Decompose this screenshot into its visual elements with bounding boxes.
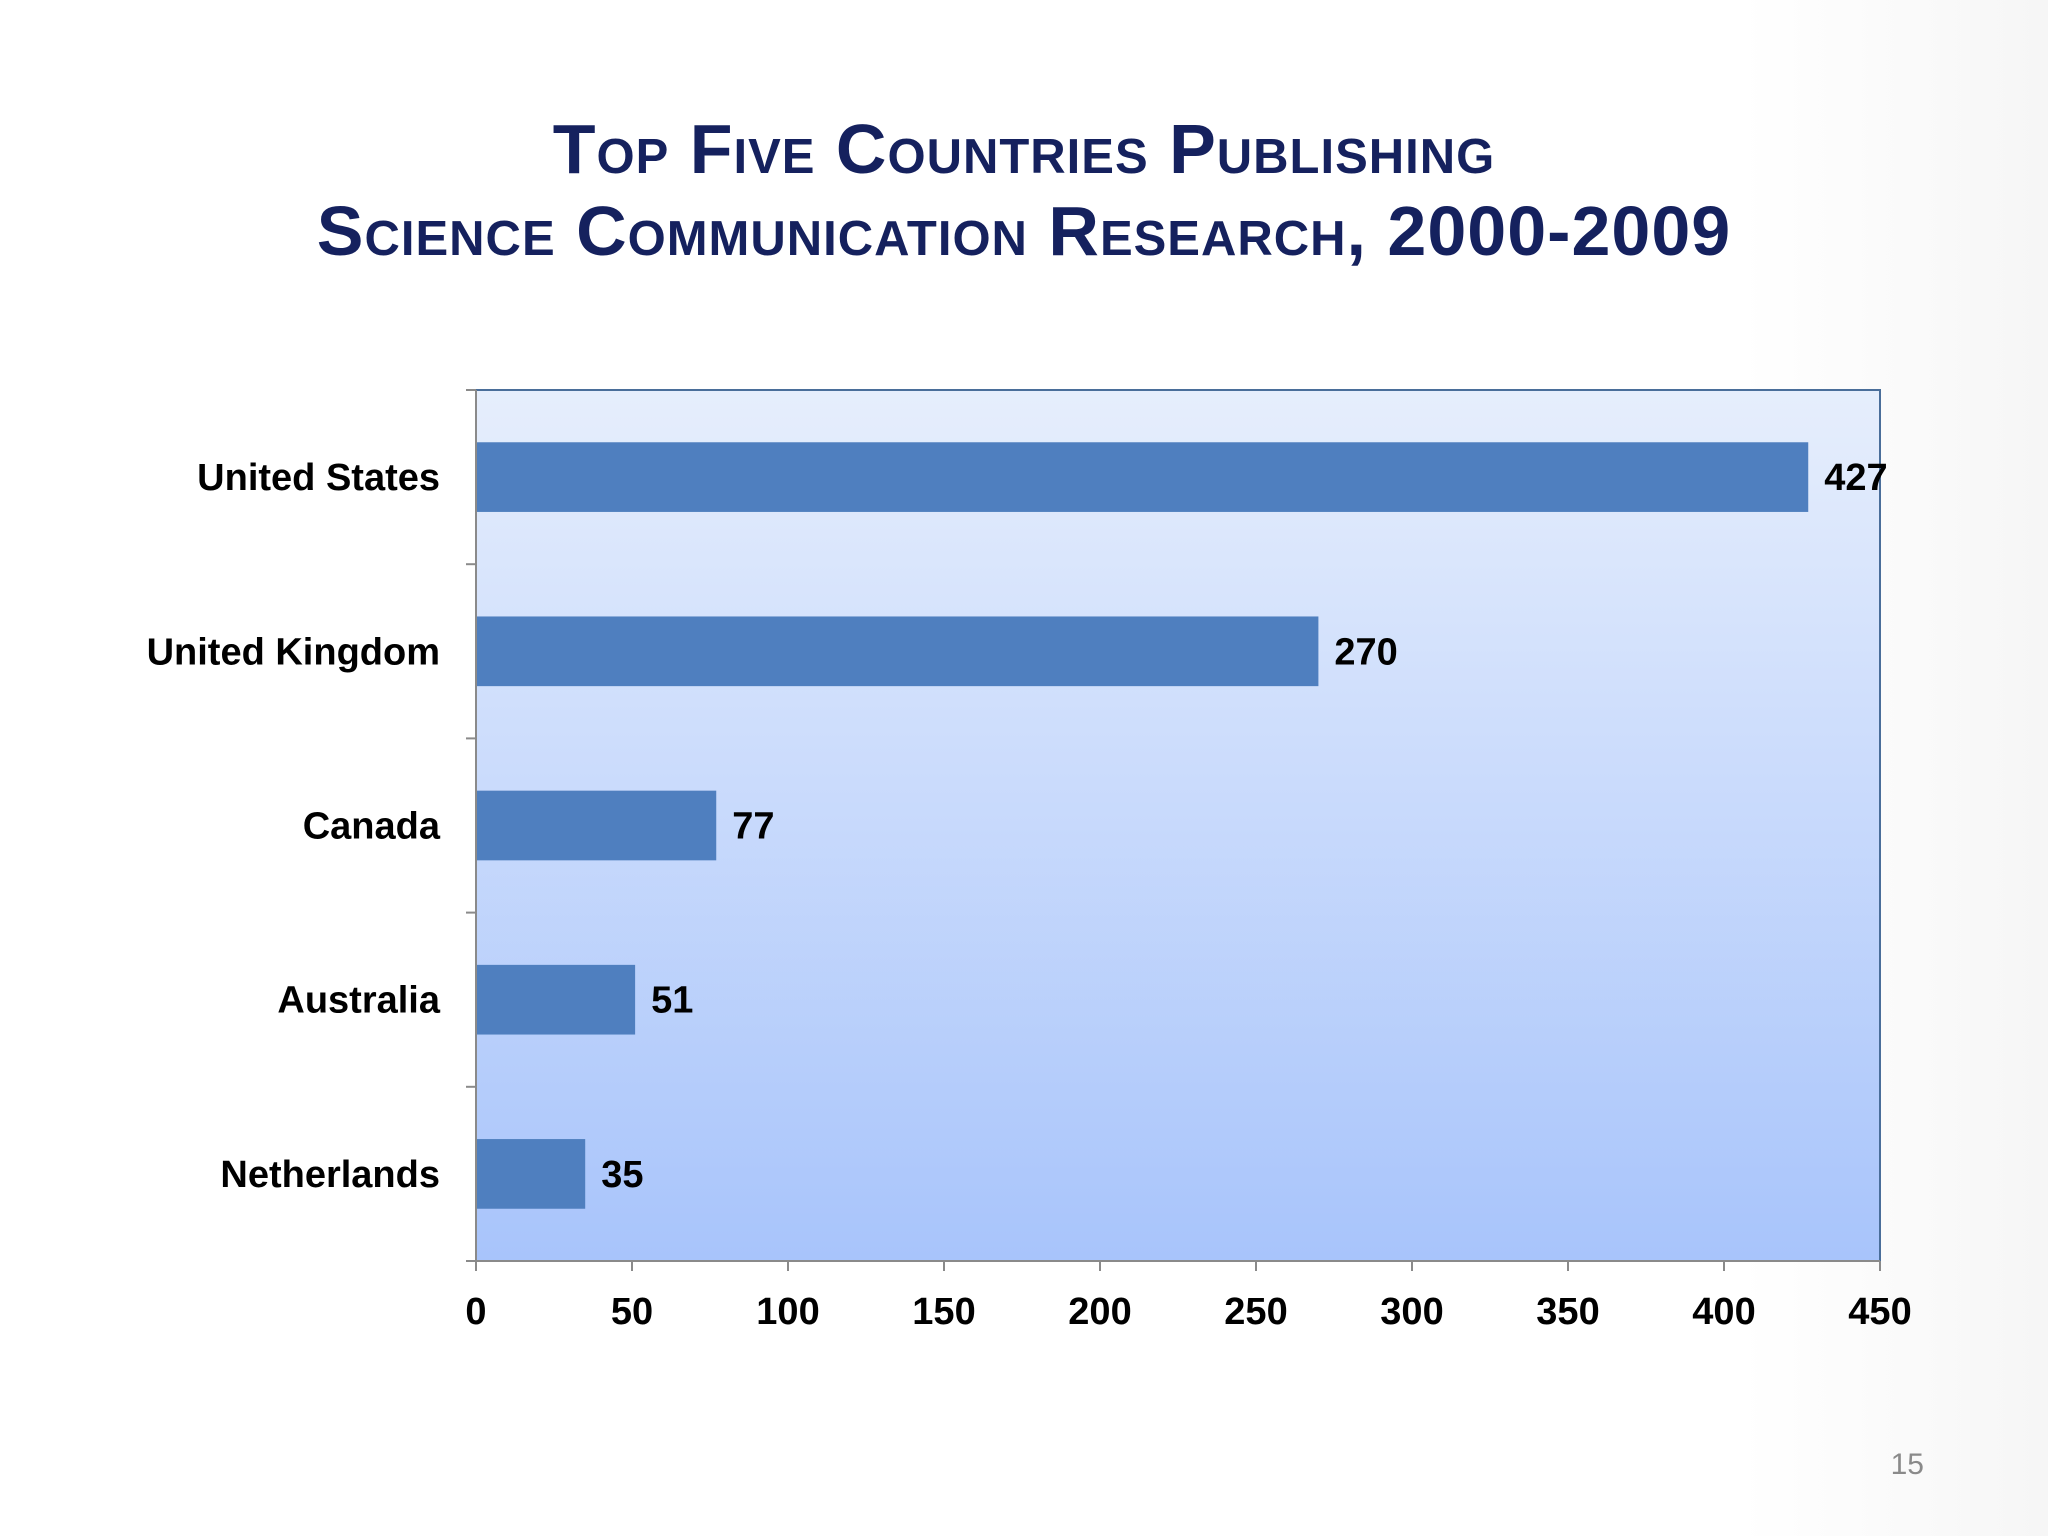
page-number: 15 [1890, 1448, 1924, 1481]
x-tick-label: 300 [1380, 1291, 1443, 1333]
category-label: Netherlands [220, 1154, 440, 1196]
title-line-1: Top Five Countries Publishing [552, 110, 1496, 188]
x-tick-label: 0 [465, 1291, 486, 1333]
bar-united-kingdom [476, 616, 1319, 687]
bar-united-states [476, 442, 1809, 512]
x-tick-label: 200 [1068, 1291, 1131, 1333]
data-label: 51 [651, 980, 693, 1022]
bar-netherlands [476, 1139, 586, 1209]
slide-title: Top Five Countries Publishing Science Co… [0, 108, 2048, 272]
category-label: Canada [303, 806, 441, 848]
bar-canada [476, 790, 717, 861]
data-label: 427 [1824, 457, 1887, 499]
category-label: United Kingdom [147, 631, 440, 673]
data-label: 270 [1334, 631, 1397, 673]
category-label: Australia [277, 980, 440, 1022]
x-tick-label: 100 [756, 1291, 819, 1333]
x-tick-label: 450 [1848, 1291, 1911, 1333]
data-label: 77 [732, 806, 774, 848]
data-label: 35 [601, 1154, 643, 1196]
category-label: United States [197, 457, 440, 499]
x-tick-label: 350 [1536, 1291, 1599, 1333]
title-line-2: Science Communication Research, 2000-200… [316, 192, 1732, 270]
x-tick-label: 400 [1692, 1291, 1755, 1333]
x-tick-label: 50 [611, 1291, 653, 1333]
x-tick-label: 150 [912, 1291, 975, 1333]
bar-australia [476, 964, 636, 1035]
x-tick-label: 250 [1224, 1291, 1287, 1333]
